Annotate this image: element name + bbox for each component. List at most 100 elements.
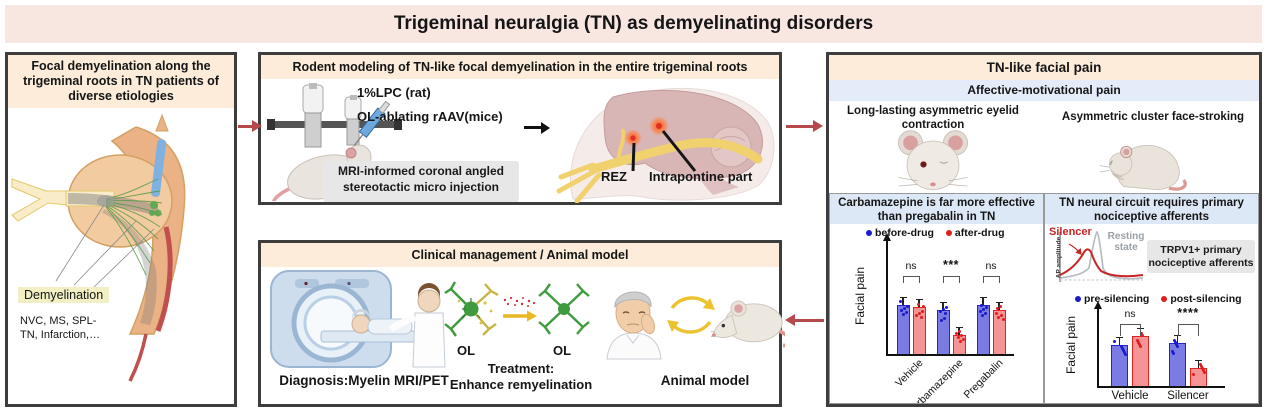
- translation-cycle-arrows: [667, 296, 715, 334]
- panel-tn-facial-pain: TN-like facial pain Affective-motivation…: [826, 52, 1262, 407]
- injection-note-box: MRI-informed coronal angled stereotactic…: [323, 161, 519, 202]
- rodent-brain-illustration: [556, 87, 775, 203]
- legend-item: post-silencing: [1161, 293, 1242, 305]
- model-mouse-illustration: [711, 300, 785, 348]
- data-point: [954, 332, 958, 336]
- trpv1-afferents-box: TRPV1+ primary nociceptive afferents: [1147, 240, 1255, 274]
- data-point: [984, 306, 988, 310]
- error-cap: [979, 297, 987, 299]
- significance-label: ns: [985, 260, 997, 272]
- data-point: [998, 305, 1002, 309]
- data-point: [1136, 339, 1140, 343]
- error-cap: [899, 297, 907, 299]
- data-point: [996, 316, 1000, 320]
- data-point: [1123, 351, 1127, 355]
- legend-item: after-drug: [945, 227, 1005, 239]
- data-point: [1113, 340, 1117, 344]
- data-point: [917, 312, 921, 316]
- x-tick-label: Silencer: [1167, 390, 1209, 402]
- animal-model-label: Animal model: [660, 373, 750, 388]
- mri-scanner-illustration: [270, 270, 446, 368]
- bar: [992, 310, 1006, 354]
- data-point: [983, 312, 987, 316]
- figure-title: Trigeminal neuralgia (TN) as demyelinati…: [393, 13, 874, 34]
- panel-title-rodent-modeling: Rodent modeling of TN-like focal demyeli…: [261, 55, 779, 79]
- error-cap: [1137, 328, 1144, 330]
- chart1-title: Carbamazepine is far more effective than…: [830, 194, 1043, 224]
- etiologies-label: NVC, MS, SPL- TN, Infarction,…: [20, 315, 101, 341]
- diagnosis-label: Diagnosis:Myelin MRI/PET: [279, 373, 449, 388]
- bar: [1111, 345, 1128, 386]
- data-point: [901, 313, 905, 317]
- data-point: [941, 308, 945, 312]
- data-point: [1138, 343, 1142, 347]
- data-point: [979, 304, 983, 308]
- data-point: [920, 310, 924, 314]
- data-point: [942, 317, 946, 321]
- data-point: [981, 308, 985, 312]
- arrow-rodent-to-pain: [786, 125, 814, 128]
- data-point: [1192, 373, 1196, 377]
- data-point: [1122, 349, 1126, 353]
- sig-bracket: [942, 276, 960, 283]
- data-point: [1124, 353, 1128, 357]
- arrow-rodent-to-pain-head: [813, 119, 823, 132]
- panel-title-facial-pain: TN-like facial pain: [829, 55, 1259, 80]
- y-axis-label: Facial pain: [853, 266, 867, 326]
- silencer-chart: TN neural circuit requires primary nocic…: [1044, 193, 1259, 404]
- arrow-pain-to-clinical: [794, 319, 824, 322]
- legend-item: before-drug: [866, 227, 934, 239]
- sig-bracket: [982, 276, 1000, 283]
- data-point: [980, 314, 984, 318]
- data-point: [938, 310, 942, 314]
- bar: [1132, 336, 1149, 386]
- data-point: [1175, 343, 1179, 347]
- data-point: [1141, 334, 1145, 338]
- sig-bracket: [902, 276, 920, 283]
- data-point: [904, 311, 908, 315]
- data-point: [958, 340, 962, 344]
- eyelid-contraction-label: Long-lasting asymmetric eyelid contracti…: [847, 105, 1019, 131]
- x-axis: [886, 354, 1014, 356]
- arrow-left-to-rodent-head: [252, 119, 262, 132]
- rig-to-brain-arrowhead: [541, 121, 550, 134]
- legend-item: pre-silencing: [1075, 293, 1149, 305]
- y-axis-arrow: [882, 233, 891, 241]
- data-point: [956, 336, 960, 340]
- aav-label: OL-ablating rAAV(mice): [357, 109, 503, 124]
- grooming-mouse-illustration: [1099, 145, 1187, 191]
- significance-label: ns: [905, 260, 917, 272]
- error-cap: [1116, 337, 1123, 339]
- panel-title-focal-demyelination: Focal demyelination along the trigeminal…: [8, 55, 234, 108]
- silencer-curve-label: Silencer: [1049, 226, 1092, 238]
- carbamazepine-chart: Carbamazepine is far more effective than…: [829, 193, 1044, 404]
- resting-state-label: Resting state: [1107, 231, 1145, 253]
- affective-pain-subheader: Affective-motivational pain: [829, 80, 1259, 101]
- data-point: [1173, 339, 1177, 343]
- arrow-pain-to-clinical-head: [785, 313, 795, 326]
- data-point: [978, 310, 982, 314]
- panel-clinical-management: Clinical management / Animal model Diagn…: [258, 240, 785, 407]
- data-point: [995, 307, 999, 311]
- legend-marker: [945, 230, 952, 236]
- y-axis-label: Facial pain: [1064, 315, 1078, 375]
- panel-rodent-modeling: Rodent modeling of TN-like focal demyeli…: [258, 52, 782, 205]
- bar: [1190, 368, 1207, 386]
- error-bar: [1176, 335, 1179, 343]
- y-axis: [886, 240, 888, 354]
- error-bar: [982, 297, 984, 305]
- error-cap: [939, 302, 947, 304]
- data-point: [1137, 341, 1141, 345]
- ap-amplitude-inset-plot: [1059, 230, 1144, 282]
- rig-to-brain-arrow: [524, 126, 542, 129]
- bar: [896, 305, 910, 354]
- error-cap: [915, 299, 923, 301]
- data-point: [914, 314, 918, 318]
- data-point: [1202, 369, 1206, 373]
- error-cap: [955, 327, 963, 329]
- ol-damaged-label: OL: [457, 343, 476, 358]
- y-axis-arrow: [1093, 301, 1102, 309]
- data-point: [919, 316, 923, 320]
- data-point: [994, 312, 998, 316]
- data-point: [943, 312, 947, 316]
